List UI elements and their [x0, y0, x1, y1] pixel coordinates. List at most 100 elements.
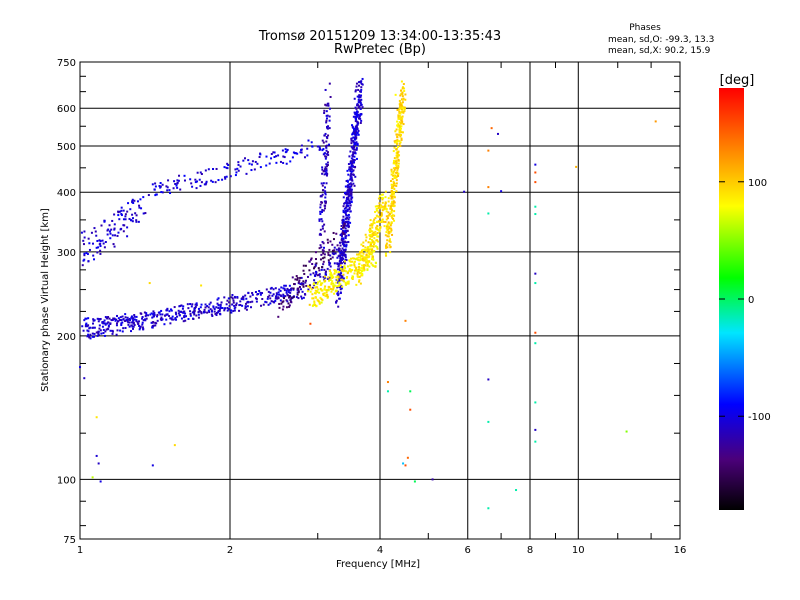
data-point [319, 296, 322, 299]
data-point [401, 115, 404, 118]
data-point [165, 185, 168, 188]
data-point [341, 231, 344, 234]
data-point [151, 464, 154, 467]
data-point [329, 270, 332, 273]
data-point [200, 311, 203, 314]
data-point [128, 325, 131, 328]
data-point [339, 269, 342, 272]
data-point [357, 129, 360, 132]
data-point [398, 154, 401, 157]
data-point [92, 318, 95, 321]
data-point [386, 235, 389, 238]
data-point [93, 335, 96, 338]
data-point [376, 232, 379, 235]
data-point [99, 242, 102, 245]
data-point [348, 190, 351, 193]
data-point [354, 133, 357, 136]
data-point [145, 312, 148, 315]
data-point [190, 182, 193, 185]
data-point [394, 166, 397, 169]
data-point [120, 324, 123, 327]
data-point [214, 181, 217, 184]
data-point [392, 217, 395, 220]
data-point [236, 167, 239, 170]
data-point [358, 80, 361, 83]
data-point [138, 204, 141, 207]
data-point [96, 251, 99, 254]
data-point [337, 278, 340, 281]
data-point [349, 204, 352, 207]
data-point [338, 281, 341, 284]
data-point [364, 249, 367, 252]
data-point [397, 115, 400, 118]
data-point [325, 149, 328, 152]
data-point [99, 249, 102, 252]
data-point [359, 104, 362, 107]
data-point [308, 303, 311, 306]
data-point [361, 257, 364, 260]
data-points [79, 77, 657, 510]
data-point [308, 269, 311, 272]
data-point [301, 290, 304, 293]
data-point [97, 333, 100, 336]
data-point [285, 162, 288, 165]
data-point [82, 329, 85, 332]
data-point [226, 306, 229, 309]
data-point [195, 314, 198, 317]
data-point [339, 261, 342, 264]
data-point [345, 198, 348, 201]
data-point [304, 264, 307, 267]
data-point [369, 241, 372, 244]
data-point [355, 118, 358, 121]
data-point [361, 274, 364, 277]
data-point [325, 119, 328, 122]
data-point [356, 253, 359, 256]
data-point [79, 366, 81, 369]
data-point [231, 303, 234, 306]
data-point [189, 312, 192, 315]
data-point [97, 246, 100, 249]
colorbar-tick-label: -100 [748, 412, 771, 423]
data-point [380, 196, 383, 199]
data-point [398, 114, 401, 117]
data-point [379, 215, 382, 218]
data-point [264, 300, 267, 303]
data-point [244, 294, 247, 297]
data-point [342, 196, 345, 199]
data-point [322, 294, 325, 297]
data-point [314, 304, 317, 307]
data-point [372, 265, 375, 268]
data-point [337, 276, 340, 279]
data-point [102, 332, 105, 335]
data-point [233, 309, 236, 312]
minor-ticks [80, 62, 680, 539]
data-point [324, 273, 327, 276]
data-point [376, 247, 379, 250]
data-point [95, 246, 98, 249]
data-point [392, 170, 395, 173]
data-point [152, 321, 155, 324]
data-point [360, 88, 363, 91]
data-point [300, 282, 303, 285]
data-point [82, 239, 85, 242]
data-point [133, 314, 136, 317]
data-point [344, 211, 347, 214]
data-point [275, 155, 278, 158]
data-point [316, 145, 319, 148]
data-point [177, 312, 180, 315]
data-point [208, 311, 211, 314]
data-point [384, 196, 387, 199]
data-point [85, 251, 88, 254]
data-point [360, 98, 363, 101]
data-point [317, 267, 320, 270]
data-point [324, 207, 327, 210]
data-point [346, 184, 349, 187]
data-point [203, 308, 206, 311]
data-point [322, 252, 325, 255]
data-point [320, 211, 323, 214]
data-point [277, 296, 280, 299]
data-point [354, 128, 357, 131]
colorbar-tick-label: 100 [748, 178, 767, 189]
data-point [384, 201, 387, 204]
data-point [212, 167, 215, 170]
